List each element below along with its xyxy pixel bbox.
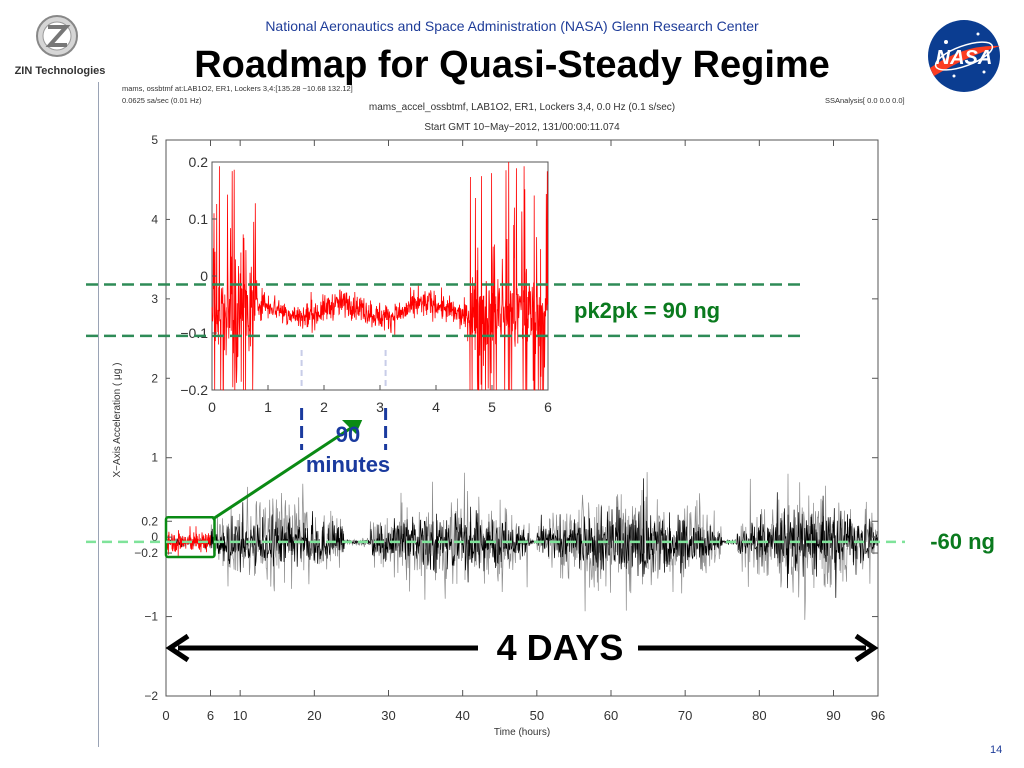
- annotations: [86, 283, 905, 663]
- plot-meta-top-right: SSAnalysis[ 0.0 0.0 0.0]: [825, 96, 905, 105]
- inset-x-tick-label: 0: [208, 399, 216, 415]
- duration-arrow-right-head: [854, 633, 879, 663]
- main-signal-envelope: [165, 472, 878, 620]
- left-rule-divider: [98, 82, 99, 747]
- inset-x-tick-label: 3: [376, 399, 384, 415]
- inset-y-tick-label: 0.2: [189, 154, 209, 170]
- y-tick-label: 5: [151, 133, 158, 147]
- x-tick-label: 96: [871, 708, 885, 723]
- inset-x-tick-label: 1: [264, 399, 272, 415]
- inset-y-tick-label: −0.2: [180, 382, 208, 398]
- plot-meta-start-time: Start GMT 10−May−2012, 131/00:00:11.074: [424, 122, 620, 133]
- inset-x-tick-label: 6: [544, 399, 552, 415]
- plot-meta-line2: 0.0625 sa/sec (0.01 Hz): [122, 96, 202, 105]
- plot-meta-center-title: mams_accel_ossbtmf, LAB1O2, ER1, Lockers…: [369, 102, 675, 113]
- x-tick-label: 40: [455, 708, 469, 723]
- x-tick-label: 70: [678, 708, 692, 723]
- page-number: 14: [990, 744, 1003, 756]
- nasa-logo-text: NASA: [936, 47, 993, 69]
- inset-x-tick-label: 4: [432, 399, 440, 415]
- inset-y-tick-label: 0.1: [189, 211, 209, 227]
- highlight-arrow-shaft: [211, 424, 355, 521]
- main-signal: [165, 472, 878, 620]
- duration-label-bg: [478, 624, 638, 668]
- inset-x-tick-label: 5: [488, 399, 496, 415]
- main-x-axis: 0 6 10 20 30 40 50 60 70 80 90 96: [162, 140, 885, 723]
- plot-meta-line1: mams, ossbtmf at:LAB1O2, ER1, Lockers 3,…: [122, 84, 353, 93]
- x-tick-label: 60: [604, 708, 618, 723]
- y-tick-label: −2: [144, 689, 158, 703]
- x-tick-label: 6: [207, 708, 214, 723]
- y-tick-label: −0.2: [134, 546, 158, 560]
- mean-level-label: -60 ng: [930, 529, 995, 554]
- inset-signal-trace: [211, 161, 549, 391]
- x-tick-label: 20: [307, 708, 321, 723]
- y-tick-label: 1: [151, 451, 158, 465]
- y-tick-label: 4: [151, 212, 158, 226]
- x-tick-label: 90: [826, 708, 840, 723]
- y-axis-label: X−Axis Acceleration ( μg ): [112, 363, 123, 478]
- x-tick-label: 0: [162, 708, 169, 723]
- y-tick-label: 2: [151, 371, 158, 385]
- x-tick-label: 80: [752, 708, 766, 723]
- duration-label: 4 DAYS: [497, 627, 624, 668]
- nasa-logo: NASA: [924, 16, 1004, 96]
- highlight-box: [164, 516, 216, 559]
- x-tick-label: 10: [233, 708, 247, 723]
- y-tick-label: −1: [144, 610, 158, 624]
- inset-signal: [211, 161, 549, 391]
- duration-arrow-left-head: [165, 633, 190, 663]
- header-org-text: National Aeronautics and Space Administr…: [265, 18, 759, 34]
- x-tick-label: 30: [381, 708, 395, 723]
- y-tick-label: 3: [151, 292, 158, 306]
- y-tick-label: 0: [151, 530, 158, 544]
- x-tick-label: 50: [530, 708, 544, 723]
- main-plot-frame: [165, 139, 879, 697]
- zin-logo: ZIN Technologies: [10, 12, 110, 82]
- inset-x-axis: 0 1 2 3 4 5 6: [208, 385, 552, 415]
- period-unit-label: minutes: [306, 452, 390, 477]
- inset-y-tick-label: 0: [200, 268, 208, 284]
- zin-logo-text: ZIN Technologies: [15, 65, 106, 77]
- inset-y-tick-label: −0.1: [180, 325, 208, 341]
- pk2pk-label: pk2pk = 90 ng: [574, 298, 720, 323]
- x-axis-label: Time (hours): [494, 727, 550, 738]
- inset-x-tick-label: 2: [320, 399, 328, 415]
- period-number-label: 90: [336, 422, 360, 447]
- highlight-arrow-head: [342, 416, 364, 434]
- y-tick-label: 0.2: [141, 514, 158, 528]
- highlight-window: [164, 416, 364, 559]
- slide-title: Roadmap for Quasi-Steady Regime: [194, 44, 830, 86]
- main-signal-trace: [165, 478, 878, 598]
